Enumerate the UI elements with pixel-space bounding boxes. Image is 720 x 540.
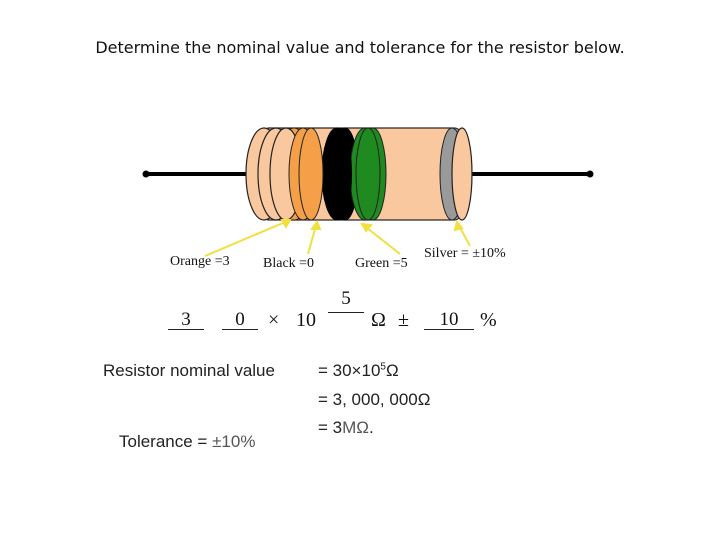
resistor-diagram [142, 127, 594, 257]
nominal-label: Resistor nominal value [103, 361, 275, 380]
answer-digit2: 0 [235, 309, 245, 330]
right-lead-end [586, 170, 594, 178]
arrow-orange-head [280, 219, 292, 230]
underline-digit2 [222, 329, 258, 330]
label-orange: Orange =3 [170, 254, 230, 269]
label-black: Black =0 [263, 256, 315, 271]
right-cap [451, 127, 473, 221]
black-band-3 [328, 128, 352, 220]
arrow-orange [204, 219, 291, 257]
answer-exponent: 5 [341, 288, 351, 309]
question-title: Determine the nominal value and toleranc… [95, 38, 625, 57]
orange-band-4 [298, 127, 324, 221]
tolerance-result: Tolerance = ±10% [119, 432, 256, 451]
underline-tolerance [424, 329, 474, 330]
arrow-green-head [360, 222, 373, 233]
left-lead-end [142, 170, 150, 178]
arrow-silver-head [453, 219, 464, 232]
answer-digit1: 3 [181, 309, 191, 330]
label-green: Green =5 [355, 256, 408, 271]
arrow-black-head [310, 219, 322, 230]
plus-minus: ± [398, 309, 409, 331]
answer-tolerance: 10 [439, 309, 459, 330]
result-line3: = 3MΩ. [318, 418, 374, 437]
underline-exponent [328, 312, 364, 313]
times-sign: × [268, 309, 280, 331]
label-silver: Silver = ±10% [424, 246, 506, 261]
underline-digit1 [168, 329, 204, 330]
percent-sign: % [480, 309, 497, 331]
result-line1: = 30×105Ω [318, 361, 399, 380]
green-band-3 [355, 127, 381, 221]
result-line2: = 3, 000, 000Ω [318, 390, 431, 409]
base-ten: 10 [296, 309, 316, 331]
ohm-symbol: Ω [371, 309, 386, 331]
